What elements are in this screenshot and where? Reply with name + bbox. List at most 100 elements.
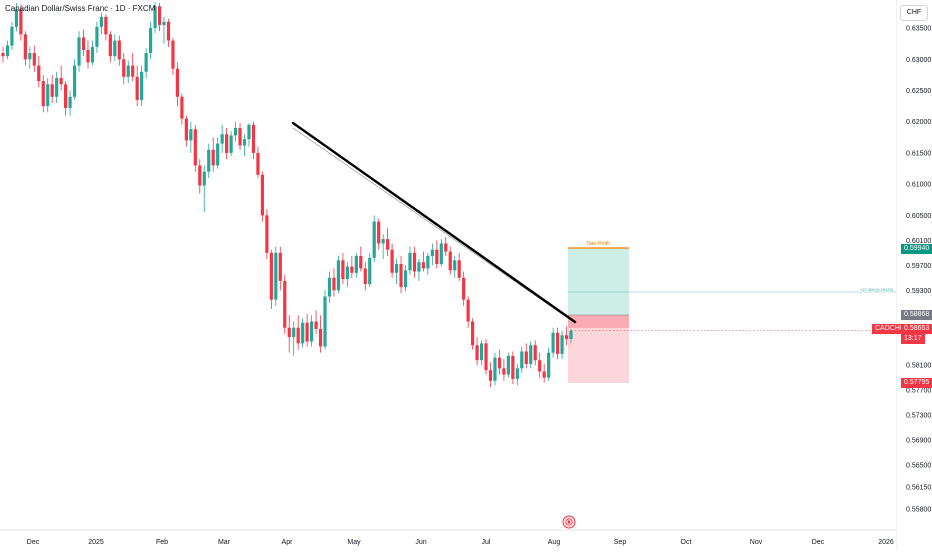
candle-body[interactable] bbox=[430, 249, 434, 256]
candle-body[interactable] bbox=[242, 139, 247, 146]
candle-body[interactable] bbox=[23, 34, 27, 60]
candle-body[interactable] bbox=[193, 129, 197, 166]
candle-body[interactable] bbox=[511, 355, 515, 379]
candle-body[interactable] bbox=[444, 243, 448, 252]
candle-body[interactable] bbox=[113, 40, 117, 57]
candle-body[interactable] bbox=[10, 26, 14, 46]
candle-body[interactable] bbox=[368, 257, 372, 285]
candle-body[interactable] bbox=[323, 296, 327, 347]
candle-body[interactable] bbox=[417, 262, 421, 272]
candle-body[interactable] bbox=[77, 37, 81, 66]
candle-body[interactable] bbox=[50, 84, 54, 97]
candle-body[interactable] bbox=[207, 149, 211, 172]
candle-body[interactable] bbox=[269, 252, 273, 300]
candle-body[interactable] bbox=[162, 21, 166, 25]
candle-body[interactable] bbox=[148, 28, 153, 54]
candle-body[interactable] bbox=[14, 9, 19, 27]
candle-body[interactable] bbox=[64, 84, 68, 108]
candle-body[interactable] bbox=[547, 352, 551, 378]
candle-body[interactable] bbox=[471, 321, 475, 346]
candle-body[interactable] bbox=[131, 65, 135, 77]
candle-body[interactable] bbox=[359, 255, 363, 269]
candle-body[interactable] bbox=[466, 299, 470, 322]
candle-body[interactable] bbox=[479, 343, 484, 361]
candle-body[interactable] bbox=[260, 174, 265, 216]
candle-body[interactable] bbox=[318, 328, 323, 347]
candle-body[interactable] bbox=[448, 251, 452, 271]
candle-body[interactable] bbox=[220, 134, 224, 144]
candle-body[interactable] bbox=[256, 152, 260, 175]
candle-body[interactable] bbox=[117, 40, 121, 60]
candle-body[interactable] bbox=[506, 355, 510, 375]
candle-body[interactable] bbox=[363, 268, 367, 285]
candle-body[interactable] bbox=[287, 327, 291, 338]
candle-body[interactable] bbox=[135, 76, 139, 100]
candle-body[interactable] bbox=[265, 215, 269, 253]
candle-body[interactable] bbox=[292, 327, 296, 338]
candle-body[interactable] bbox=[283, 280, 287, 328]
candle-body[interactable] bbox=[305, 322, 309, 342]
candle-body[interactable] bbox=[542, 371, 546, 378]
candle-body[interactable] bbox=[108, 34, 112, 57]
candle-body[interactable] bbox=[403, 270, 408, 288]
candle-body[interactable] bbox=[86, 49, 90, 63]
candle-body[interactable] bbox=[515, 368, 519, 379]
candle-body[interactable] bbox=[59, 78, 63, 85]
candle-body[interactable] bbox=[520, 351, 524, 369]
candle-body[interactable] bbox=[332, 277, 336, 291]
candle-body[interactable] bbox=[171, 40, 175, 69]
position-zones[interactable]: Take Profit +27.309 (0.29123) bbox=[568, 241, 896, 383]
candle-body[interactable] bbox=[569, 330, 573, 339]
candle-body[interactable] bbox=[247, 124, 251, 140]
candle-body[interactable] bbox=[345, 266, 349, 280]
candle-body[interactable] bbox=[211, 149, 215, 166]
candle-body[interactable] bbox=[126, 65, 130, 77]
candle-body[interactable] bbox=[412, 252, 417, 272]
candle-body[interactable] bbox=[309, 321, 314, 342]
candle-body[interactable] bbox=[153, 6, 157, 29]
candle-body[interactable] bbox=[502, 368, 506, 375]
candle-body[interactable] bbox=[390, 249, 394, 273]
currency-selector[interactable]: CHF bbox=[900, 5, 928, 21]
candle-body[interactable] bbox=[484, 343, 488, 371]
candle-body[interactable] bbox=[32, 53, 36, 66]
candle-body[interactable] bbox=[28, 53, 32, 60]
candle-body[interactable] bbox=[372, 221, 376, 258]
candle-body[interactable] bbox=[274, 252, 278, 300]
candle-body[interactable] bbox=[394, 264, 399, 273]
candle-body[interactable] bbox=[225, 134, 229, 153]
candle-body[interactable] bbox=[229, 135, 233, 153]
candle-body[interactable] bbox=[1, 53, 5, 57]
candle-body[interactable] bbox=[180, 96, 184, 119]
candle-body[interactable] bbox=[336, 260, 341, 291]
candle-body[interactable] bbox=[104, 16, 108, 35]
candle-body[interactable] bbox=[354, 255, 358, 273]
candle-body[interactable] bbox=[453, 260, 457, 271]
candle-body[interactable] bbox=[462, 277, 466, 300]
candle-body[interactable] bbox=[560, 335, 564, 354]
candle-body[interactable] bbox=[538, 360, 542, 372]
candle-body[interactable] bbox=[555, 332, 560, 354]
candle-body[interactable] bbox=[19, 9, 23, 35]
chart-area[interactable]: Take Profit +27.309 (0.29123) Dec 2025 Feb… bbox=[0, 0, 896, 550]
candle-body[interactable] bbox=[529, 345, 533, 364]
candle-body[interactable] bbox=[202, 171, 206, 186]
candle-body[interactable] bbox=[68, 96, 72, 108]
candle-body[interactable] bbox=[144, 53, 148, 72]
candle-body[interactable] bbox=[296, 327, 300, 344]
candle-body[interactable] bbox=[175, 68, 180, 97]
candle-body[interactable] bbox=[493, 357, 497, 381]
candle-body[interactable] bbox=[99, 16, 103, 27]
trendline[interactable] bbox=[291, 121, 577, 324]
candle-body[interactable] bbox=[399, 264, 403, 288]
candle-body[interactable] bbox=[564, 335, 569, 339]
candle-body[interactable] bbox=[421, 262, 426, 269]
candle-body[interactable] bbox=[341, 260, 345, 280]
candle-body[interactable] bbox=[533, 345, 537, 361]
candle-body[interactable] bbox=[216, 143, 220, 166]
candle-body[interactable] bbox=[314, 321, 318, 329]
candle-body[interactable] bbox=[426, 255, 430, 269]
candle-body[interactable] bbox=[184, 118, 188, 141]
candle-body[interactable] bbox=[524, 351, 528, 364]
time-axis[interactable]: Dec 2025 Feb Mar Apr May Jun Jul Aug Sep Oct Nov Dec… bbox=[27, 539, 894, 546]
